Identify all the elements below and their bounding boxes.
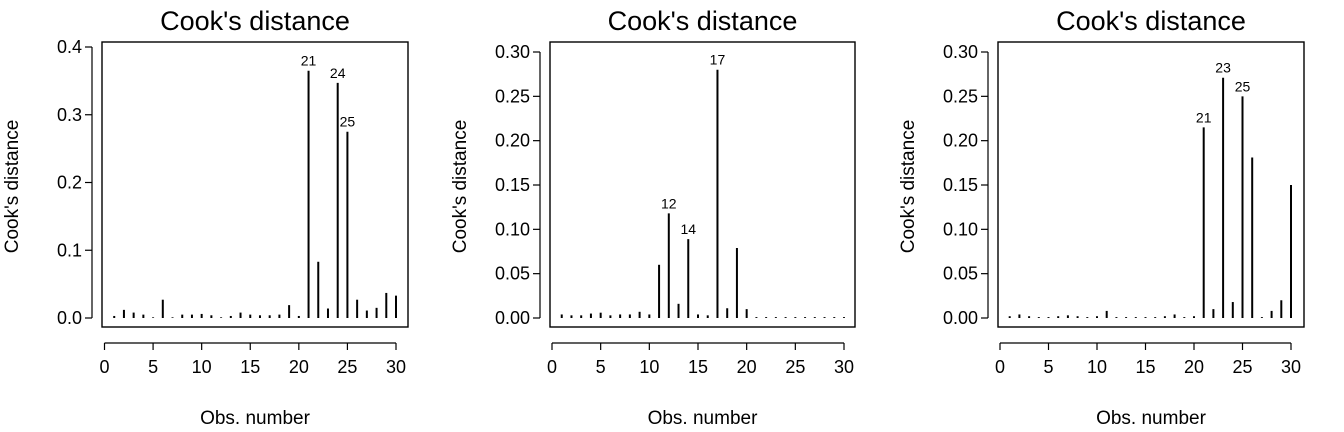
x-tick-label: 0 [99, 357, 109, 377]
x-tick-label: 25 [785, 357, 805, 377]
x-tick-label: 10 [1087, 357, 1107, 377]
cooks-panel-2: Cook's distance Obs. number Cook's distanc… [450, 6, 856, 429]
y-tick-label: 0.2 [57, 173, 82, 193]
point-label: 25 [1235, 78, 1251, 94]
x-tick-label: 20 [289, 357, 309, 377]
chart-title: Cook's distance [160, 6, 350, 36]
x-tick-label: 15 [240, 357, 260, 377]
x-tick-label: 0 [547, 357, 557, 377]
y-tick-label: 0.30 [943, 42, 978, 62]
y-tick-label: 0.25 [495, 86, 530, 106]
cooks-panel-1: Cook's distance Obs. number Cook's distanc… [2, 6, 409, 429]
point-label: 25 [340, 114, 356, 130]
x-tick-label: 30 [1281, 357, 1301, 377]
cooks-panel-3: Cook's distance Obs. number Cook's distanc… [898, 6, 1305, 429]
y-tick-label: 0.3 [57, 105, 82, 125]
x-tick-label: 5 [596, 357, 606, 377]
y-tick-label: 0.20 [495, 131, 530, 151]
y-tick-label: 0.10 [495, 219, 530, 239]
x-tick-label: 5 [1043, 357, 1053, 377]
chart-title: Cook's distance [608, 6, 798, 36]
y-tick-label: 0.15 [495, 175, 530, 195]
x-axis-label: Obs. number [648, 408, 758, 429]
y-tick-label: 0.00 [943, 308, 978, 328]
x-tick-label: 30 [834, 357, 854, 377]
point-label: 23 [1215, 60, 1231, 76]
y-tick-label: 0.1 [57, 240, 82, 260]
y-tick-label: 0.25 [943, 86, 978, 106]
y-axis-label: Cook's distance [2, 120, 23, 254]
y-tick-label: 0.05 [943, 264, 978, 284]
point-label: 14 [680, 221, 696, 237]
x-axis-label: Obs. number [200, 408, 310, 429]
x-tick-label: 25 [337, 357, 357, 377]
point-label: 21 [301, 53, 317, 69]
y-tick-label: 0.00 [495, 308, 530, 328]
x-tick-label: 10 [639, 357, 659, 377]
x-tick-label: 15 [1135, 357, 1155, 377]
y-axis-label: Cook's distance [450, 120, 471, 254]
y-tick-label: 0.30 [495, 42, 530, 62]
point-label: 21 [1196, 109, 1212, 125]
y-tick-label: 0.0 [57, 308, 82, 328]
point-label: 12 [661, 195, 677, 211]
x-tick-label: 5 [148, 357, 158, 377]
x-tick-label: 30 [386, 357, 406, 377]
y-tick-label: 0.05 [495, 264, 530, 284]
point-label: 17 [710, 52, 726, 68]
x-tick-label: 20 [737, 357, 757, 377]
plot-box [997, 41, 1305, 328]
y-tick-label: 0.15 [943, 175, 978, 195]
x-tick-label: 20 [1184, 357, 1204, 377]
x-tick-label: 15 [688, 357, 708, 377]
y-tick-label: 0.4 [57, 37, 82, 57]
plot-box [549, 41, 856, 328]
point-label: 24 [330, 65, 346, 81]
y-tick-label: 0.20 [943, 131, 978, 151]
x-tick-label: 25 [1232, 357, 1252, 377]
y-tick-label: 0.10 [943, 219, 978, 239]
x-tick-label: 0 [995, 357, 1005, 377]
x-axis-label: Obs. number [1096, 408, 1206, 429]
plot-box [101, 41, 409, 328]
y-axis-label: Cook's distance [898, 120, 919, 254]
chart-title: Cook's distance [1056, 6, 1246, 36]
x-tick-label: 10 [192, 357, 212, 377]
